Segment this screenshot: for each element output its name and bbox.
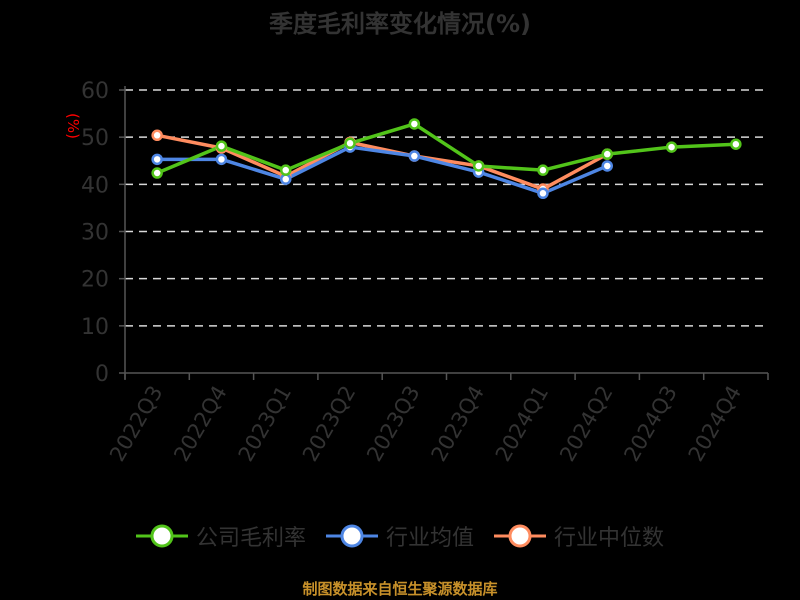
x-tick-label: 2023Q4 bbox=[427, 382, 489, 466]
series-line bbox=[157, 145, 608, 196]
legend-label: 行业中位数 bbox=[554, 526, 665, 551]
y-tick-label: 10 bbox=[81, 315, 109, 340]
data-point bbox=[601, 148, 613, 160]
data-point bbox=[280, 164, 292, 176]
data-point bbox=[665, 141, 678, 153]
chart-title: 季度毛利率变化情况(%) bbox=[269, 10, 531, 38]
x-tick-label: 2023Q1 bbox=[234, 382, 296, 466]
x-tick-label: 2024Q3 bbox=[619, 382, 681, 466]
legend-label: 行业均值 bbox=[385, 526, 474, 551]
series-line bbox=[156, 122, 736, 175]
data-point bbox=[151, 153, 163, 166]
data-point bbox=[344, 137, 356, 150]
data-point bbox=[215, 153, 228, 166]
legend-item-industry-median[interactable]: 行业中位数 bbox=[494, 520, 664, 552]
x-tick-label: 2024Q2 bbox=[555, 382, 617, 466]
y-tick-label: 50 bbox=[81, 126, 109, 151]
legend-label: 公司毛利率 bbox=[195, 526, 306, 551]
y-tick-label: 0 bbox=[95, 362, 109, 387]
data-point bbox=[280, 173, 292, 185]
data-point bbox=[730, 138, 742, 150]
data-point bbox=[472, 160, 485, 172]
data-point bbox=[537, 187, 549, 200]
x-tick-label: 2023Q2 bbox=[298, 382, 360, 466]
data-point bbox=[151, 129, 163, 142]
x-tick-label: 2022Q3 bbox=[105, 382, 167, 466]
legend: 公司毛利率 行业均值 行业中位数 bbox=[0, 520, 800, 552]
data-point bbox=[601, 160, 613, 172]
x-tick-label: 2022Q4 bbox=[169, 382, 231, 466]
legend-item-company[interactable]: 公司毛利率 bbox=[135, 520, 306, 552]
legend-marker-icon bbox=[325, 524, 378, 548]
data-point bbox=[151, 167, 163, 179]
data-point bbox=[215, 140, 228, 152]
legend-marker-icon bbox=[494, 524, 546, 548]
legend-item-industry-avg[interactable]: 行业均值 bbox=[325, 520, 474, 552]
x-tick-label: 2023Q3 bbox=[362, 382, 424, 466]
y-tick-label: 20 bbox=[81, 268, 109, 293]
source-note: 制图数据来自恒生聚源数据库 bbox=[302, 580, 498, 598]
data-point bbox=[408, 118, 421, 130]
x-tick-label: 2024Q4 bbox=[684, 382, 746, 466]
y-tick-label: 30 bbox=[81, 221, 109, 246]
y-tick-label: 60 bbox=[81, 79, 109, 104]
series-line bbox=[156, 133, 609, 191]
x-tick-label: 2024Q1 bbox=[491, 382, 553, 466]
data-point bbox=[408, 150, 421, 162]
y-unit-label: (%) bbox=[64, 113, 82, 139]
y-tick-label: 40 bbox=[81, 173, 109, 198]
data-point bbox=[537, 164, 549, 176]
legend-marker-icon bbox=[135, 524, 188, 548]
